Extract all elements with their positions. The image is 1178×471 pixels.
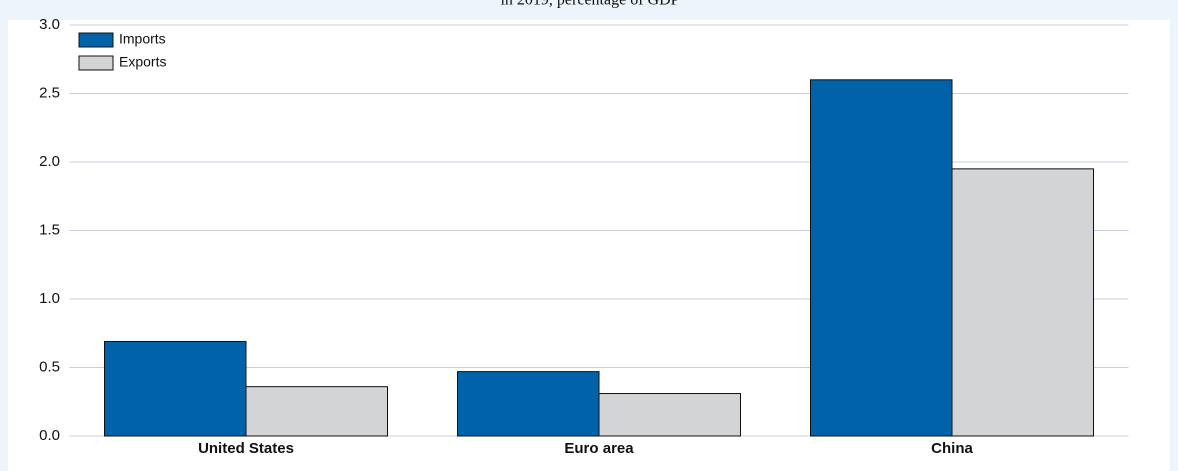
legend-label: Exports: [119, 54, 166, 70]
y-tick-label: 1.5: [39, 221, 60, 238]
y-tick-label: 2.5: [39, 84, 60, 101]
bar: [598, 393, 741, 437]
x-tick-label: China: [931, 440, 973, 457]
y-tick-label: 3.0: [39, 16, 60, 33]
y-tick-label: 0.5: [39, 358, 60, 375]
legend-label: Imports: [119, 31, 166, 47]
legend-swatch: [78, 55, 114, 71]
legend-swatch: [78, 32, 114, 48]
y-tick-label: 1.0: [39, 290, 60, 307]
x-tick-label: Euro area: [564, 440, 634, 457]
bar: [245, 386, 388, 437]
bar: [951, 168, 1094, 437]
bar: [457, 371, 600, 437]
chart-subtitle: in 2019, percentage of GDP: [500, 0, 679, 9]
x-tick-label: United States: [198, 440, 294, 457]
bar: [810, 79, 953, 437]
bar: [104, 340, 247, 437]
y-tick-label: 0.0: [39, 427, 60, 444]
y-tick-label: 2.0: [39, 153, 60, 170]
